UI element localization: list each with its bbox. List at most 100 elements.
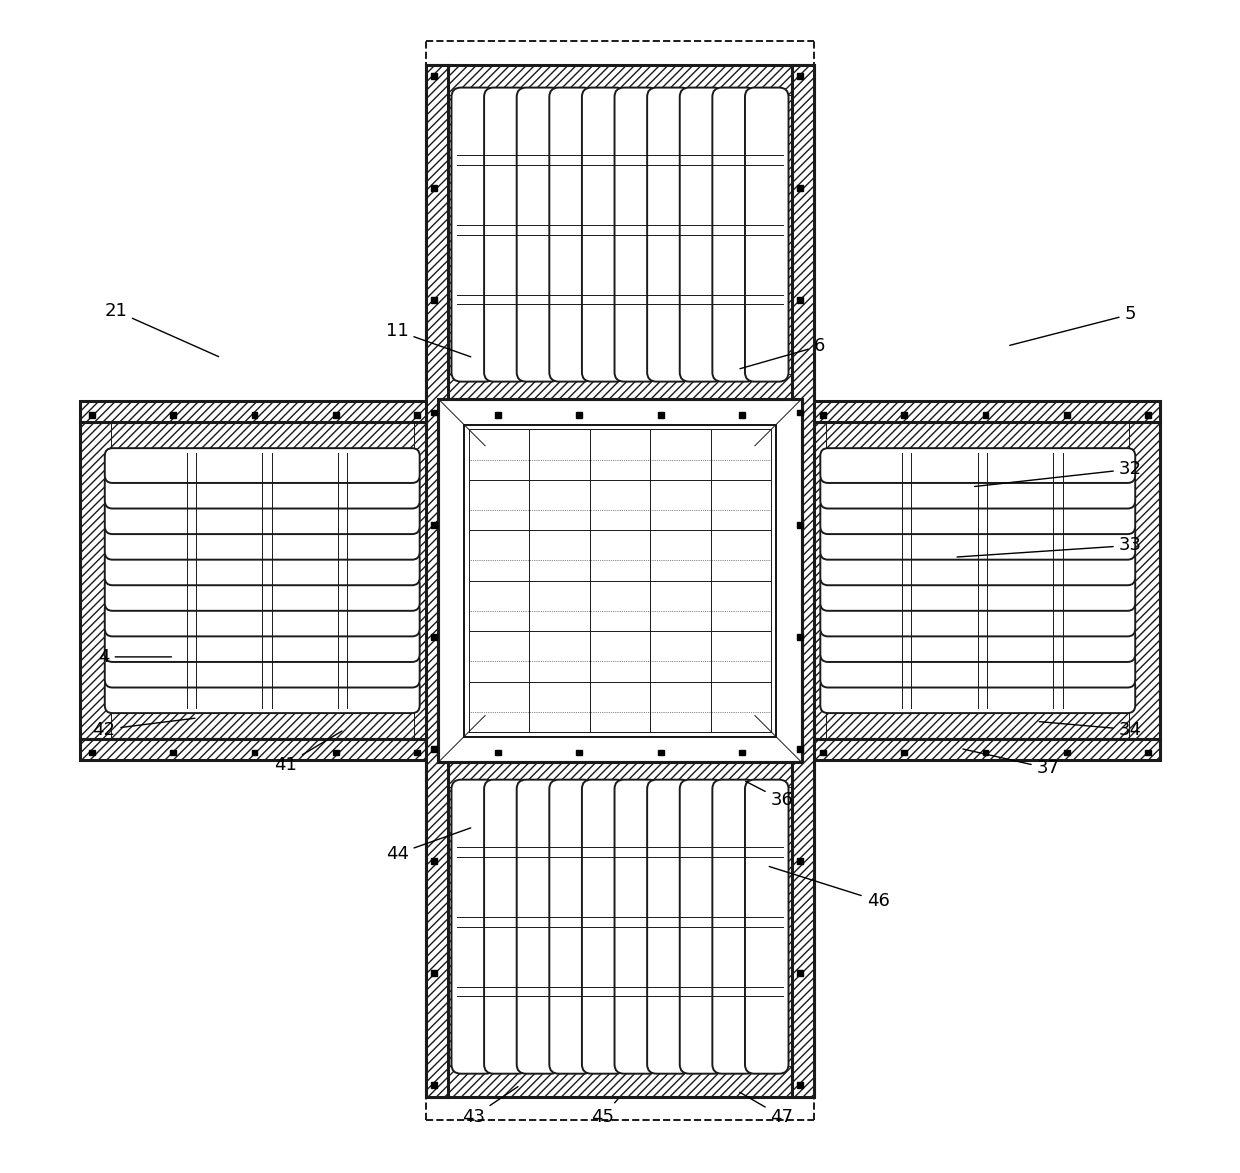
Bar (796, 422, 1159, 453)
FancyBboxPatch shape (821, 576, 1135, 611)
Bar (427, 1066, 813, 1097)
Bar (1130, 422, 1159, 739)
Bar (81, 401, 1159, 422)
Bar (657, 412, 663, 418)
Text: 6: 6 (740, 337, 825, 368)
Bar (427, 757, 813, 1097)
FancyBboxPatch shape (615, 88, 658, 381)
Bar (432, 857, 436, 863)
Text: 34: 34 (1039, 720, 1142, 739)
Bar (820, 412, 826, 418)
Bar (427, 65, 813, 95)
Bar (796, 422, 1159, 739)
Bar (901, 412, 908, 418)
FancyBboxPatch shape (549, 780, 593, 1073)
Bar (427, 65, 813, 405)
Bar (427, 757, 813, 1097)
FancyBboxPatch shape (821, 678, 1135, 713)
Bar (414, 412, 420, 418)
Bar (427, 757, 458, 1097)
Bar (432, 970, 436, 976)
Bar (739, 750, 745, 755)
FancyBboxPatch shape (105, 628, 419, 662)
Text: 37: 37 (963, 750, 1060, 778)
Bar (414, 750, 420, 755)
Text: 11: 11 (386, 321, 471, 357)
Bar (81, 422, 444, 453)
Bar (657, 750, 663, 755)
Bar (427, 65, 448, 1097)
Bar (332, 412, 339, 418)
FancyBboxPatch shape (745, 780, 789, 1073)
Bar (901, 750, 908, 755)
FancyBboxPatch shape (821, 550, 1135, 585)
Bar (1145, 750, 1151, 755)
FancyBboxPatch shape (484, 780, 528, 1073)
Bar (577, 412, 583, 418)
Bar (797, 522, 804, 528)
Bar (1145, 412, 1151, 418)
Text: 32: 32 (975, 460, 1142, 487)
Bar (81, 422, 444, 739)
FancyBboxPatch shape (680, 88, 723, 381)
Bar (81, 422, 110, 739)
Bar (432, 746, 436, 752)
FancyBboxPatch shape (680, 780, 723, 1073)
Bar (495, 750, 501, 755)
FancyBboxPatch shape (712, 780, 756, 1073)
Bar (89, 750, 95, 755)
Bar (464, 425, 776, 737)
FancyBboxPatch shape (105, 576, 419, 611)
Text: 44: 44 (386, 828, 471, 863)
Bar (427, 65, 458, 405)
Bar (432, 1082, 436, 1089)
Bar (432, 522, 436, 528)
Bar (797, 409, 804, 415)
FancyBboxPatch shape (821, 652, 1135, 687)
Bar (495, 412, 501, 418)
Bar (81, 708, 444, 739)
Bar (1064, 412, 1070, 418)
Text: 21: 21 (104, 301, 218, 357)
Text: 47: 47 (740, 1092, 794, 1126)
Text: 46: 46 (769, 867, 889, 910)
FancyBboxPatch shape (517, 88, 560, 381)
Bar (797, 746, 804, 752)
Bar (438, 399, 802, 762)
Bar (796, 422, 1159, 739)
Bar (796, 422, 826, 739)
FancyBboxPatch shape (105, 524, 419, 560)
FancyBboxPatch shape (105, 550, 419, 585)
FancyBboxPatch shape (105, 500, 419, 534)
Bar (438, 399, 802, 762)
Text: 42: 42 (93, 718, 195, 739)
FancyBboxPatch shape (517, 780, 560, 1073)
FancyBboxPatch shape (821, 628, 1135, 662)
FancyBboxPatch shape (451, 780, 495, 1073)
FancyBboxPatch shape (615, 780, 658, 1073)
Bar (432, 185, 436, 191)
FancyBboxPatch shape (582, 88, 625, 381)
Bar (1064, 750, 1070, 755)
FancyBboxPatch shape (647, 88, 691, 381)
Bar (797, 73, 804, 80)
Bar (464, 425, 776, 737)
Bar (332, 750, 339, 755)
Bar (432, 73, 436, 80)
FancyBboxPatch shape (105, 474, 419, 509)
Bar (432, 409, 436, 415)
Bar (982, 750, 988, 755)
FancyBboxPatch shape (821, 474, 1135, 509)
Bar (170, 412, 176, 418)
Text: 41: 41 (274, 731, 342, 774)
FancyBboxPatch shape (451, 88, 495, 381)
Bar (796, 708, 1159, 739)
Bar (252, 750, 258, 755)
Bar (170, 750, 176, 755)
Bar (782, 757, 813, 1097)
FancyBboxPatch shape (821, 500, 1135, 534)
FancyBboxPatch shape (105, 602, 419, 637)
Bar (797, 1082, 804, 1089)
FancyBboxPatch shape (105, 448, 419, 483)
Bar (797, 857, 804, 863)
